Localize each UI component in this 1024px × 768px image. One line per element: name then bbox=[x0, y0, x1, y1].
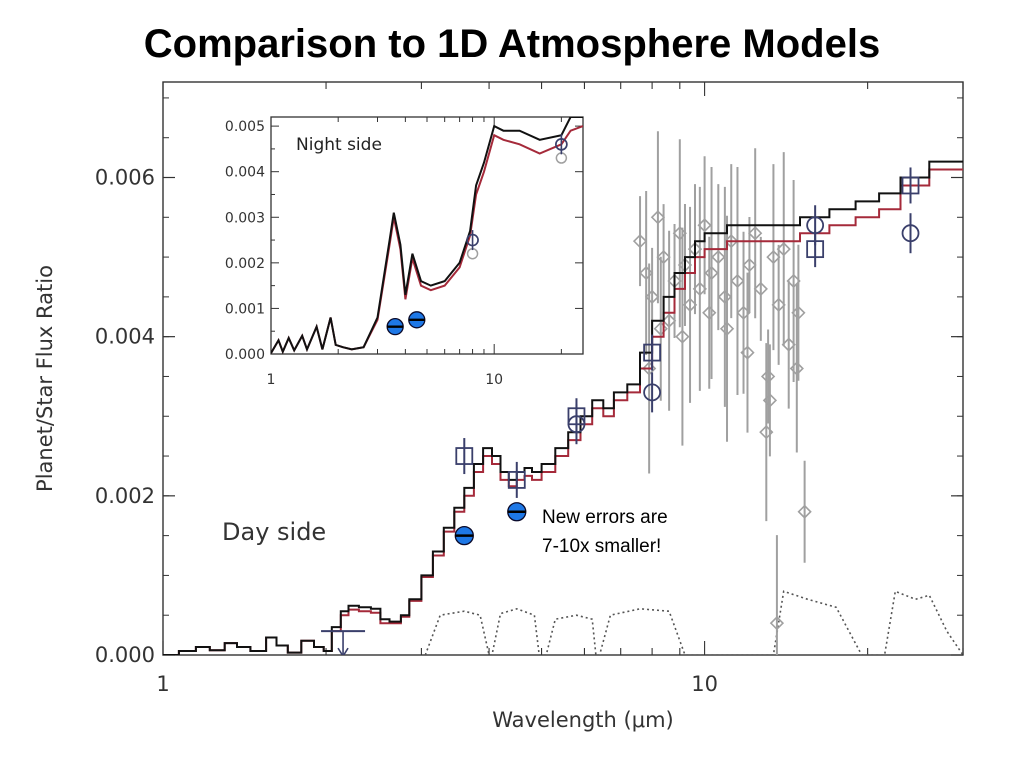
gray-diamond-point-1 bbox=[639, 265, 654, 281]
gray-diamond-point-20 bbox=[748, 226, 763, 241]
gray-diamond-point-35 bbox=[740, 345, 755, 360]
gray-diamond-point-5 bbox=[661, 313, 677, 328]
gray-diamond-point-37 bbox=[789, 361, 804, 376]
gray-diamond-point-30 bbox=[642, 361, 657, 376]
inset-x-tick-label-0: 1 bbox=[267, 372, 276, 388]
inset-new-data-point-0 bbox=[386, 318, 404, 336]
gray-diamond-point-23 bbox=[762, 393, 778, 408]
gray-diamond-point-21 bbox=[753, 281, 768, 297]
inset-y-tick-label-4: 0.004 bbox=[225, 165, 265, 181]
x-tick-label-0: 1 bbox=[156, 672, 169, 696]
gray-diamond-point-36 bbox=[760, 369, 776, 384]
gray-diamond-point-24 bbox=[766, 249, 781, 265]
upper-limit-arrow-head bbox=[337, 647, 349, 655]
gray-diamond-point-12 bbox=[697, 218, 712, 233]
new-data-point-0 bbox=[454, 525, 474, 546]
day-side-label: Day side bbox=[222, 518, 326, 546]
x-axis-label: Wavelength (μm) bbox=[492, 708, 673, 732]
gray-diamond-point-7 bbox=[672, 226, 687, 241]
gray-diamond-point-17 bbox=[730, 273, 745, 289]
navy-circle-point-0 bbox=[567, 415, 586, 434]
navy-square-point-0 bbox=[455, 447, 474, 465]
y-axis-label: Planet/Star Flux Ratio bbox=[33, 265, 57, 492]
new-data-point-1 bbox=[507, 502, 527, 522]
inset-plot-frame bbox=[270, 116, 584, 355]
night-side-label: Night side bbox=[296, 135, 382, 155]
inset-y-tick-label-3: 0.003 bbox=[225, 210, 265, 226]
inset-y-tick-label-2: 0.002 bbox=[225, 256, 265, 272]
gray-diamond-point-15 bbox=[717, 289, 732, 305]
annotation-line-2: 7-10x smaller! bbox=[542, 536, 661, 557]
inset-model-black-line bbox=[271, 117, 583, 354]
gray-diamond-point-4 bbox=[656, 249, 671, 265]
gray-diamond-point-13 bbox=[704, 265, 719, 281]
navy-square-point-5 bbox=[901, 176, 920, 195]
model-black-line bbox=[163, 160, 963, 655]
gray-diamond-point-19 bbox=[742, 257, 757, 273]
gray-diamond-point-32 bbox=[675, 329, 690, 344]
navy-circle-point-3 bbox=[901, 224, 920, 243]
annotation-line-1: New errors are bbox=[542, 507, 668, 528]
inset-y-tick-label-0: 0.000 bbox=[225, 347, 265, 363]
inset-navy-circle-1 bbox=[555, 137, 568, 151]
navy-square-point-3 bbox=[643, 343, 662, 362]
gray-diamond-point-31 bbox=[653, 321, 668, 336]
x-tick-label-1: 10 bbox=[691, 672, 718, 696]
navy-square-point-1 bbox=[507, 471, 526, 489]
y-tick-label-3: 0.006 bbox=[95, 166, 155, 190]
inset-y-tick-label-5: 0.005 bbox=[225, 119, 265, 135]
gray-diamond-point-14 bbox=[711, 249, 726, 265]
gray-diamond-point-0 bbox=[632, 234, 648, 249]
y-tick-label-2: 0.004 bbox=[95, 325, 155, 349]
slide-title: Comparison to 1D Atmosphere Models bbox=[143, 22, 881, 66]
y-tick-label-0: 0.000 bbox=[95, 643, 155, 667]
gray-diamond-point-3 bbox=[650, 210, 666, 225]
gray-diamond-point-39 bbox=[769, 616, 785, 631]
inset-new-data-point-1 bbox=[408, 311, 426, 329]
navy-circle-point-2 bbox=[806, 216, 825, 235]
gray-diamond-point-34 bbox=[719, 321, 735, 336]
inset-data bbox=[271, 117, 583, 354]
gray-diamond-point-38 bbox=[797, 504, 812, 519]
inset-navy-circle-0 bbox=[466, 233, 479, 247]
new-errors-annotation: New errors are 7-10x smaller! bbox=[542, 507, 668, 557]
main-data bbox=[163, 131, 963, 655]
gray-diamond-point-29 bbox=[791, 305, 806, 320]
y-tick-label-1: 0.002 bbox=[95, 484, 155, 508]
gray-diamond-point-33 bbox=[702, 305, 717, 320]
night-side-inset-plot: 0.000 0.001 0.002 0.003 0.004 0.005 1 10 Night s… bbox=[225, 116, 584, 388]
gray-diamond-point-25 bbox=[771, 297, 786, 312]
gray-diamond-point-2 bbox=[644, 289, 660, 305]
inset-x-tick-label-1: 10 bbox=[485, 372, 503, 388]
navy-circle-point-1 bbox=[643, 383, 662, 402]
gray-diamond-point-26 bbox=[776, 241, 791, 257]
inset-y-tick-label-1: 0.001 bbox=[225, 301, 265, 317]
